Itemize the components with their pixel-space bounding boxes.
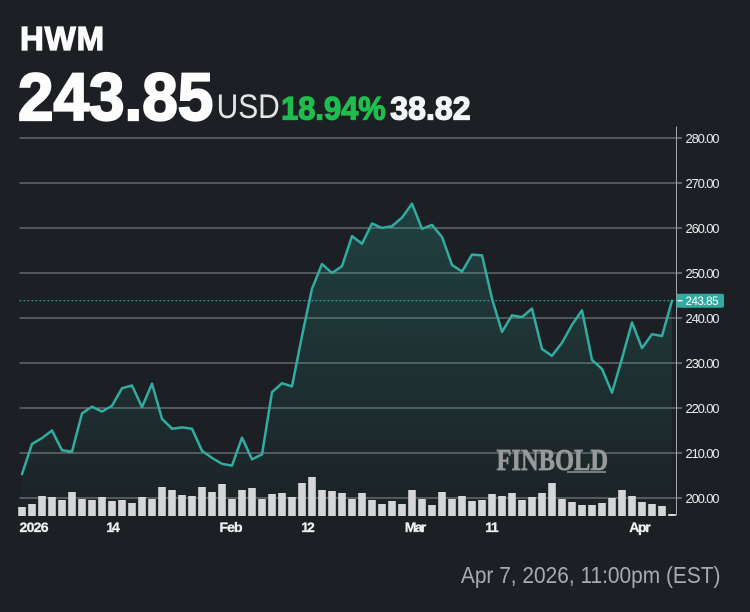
svg-text:2026: 2026 bbox=[20, 519, 49, 535]
svg-text:14: 14 bbox=[106, 519, 120, 535]
svg-text:HWM: HWM bbox=[20, 20, 105, 57]
svg-text:38.82: 38.82 bbox=[390, 90, 470, 126]
svg-text:220.00: 220.00 bbox=[686, 401, 720, 416]
svg-text:250.00: 250.00 bbox=[686, 266, 720, 281]
svg-text:USD: USD bbox=[217, 87, 280, 125]
svg-text:200.00: 200.00 bbox=[686, 491, 720, 506]
svg-text:243.85: 243.85 bbox=[686, 296, 719, 308]
svg-text:240.00: 240.00 bbox=[686, 311, 720, 326]
svg-text:Feb: Feb bbox=[220, 519, 243, 535]
svg-text:Apr 7, 2026, 11:00pm (EST): Apr 7, 2026, 11:00pm (EST) bbox=[461, 562, 721, 588]
svg-text:260.00: 260.00 bbox=[686, 221, 720, 236]
svg-text:12: 12 bbox=[301, 519, 315, 535]
svg-text:270.00: 270.00 bbox=[686, 176, 720, 191]
svg-text:Apr: Apr bbox=[629, 519, 651, 535]
svg-text:18.94%: 18.94% bbox=[281, 90, 386, 127]
svg-text:210.00: 210.00 bbox=[686, 446, 720, 461]
svg-text:243.85: 243.85 bbox=[18, 59, 213, 134]
svg-text:230.00: 230.00 bbox=[686, 356, 720, 371]
svg-text:11: 11 bbox=[485, 519, 499, 535]
svg-text:Mar: Mar bbox=[405, 519, 427, 535]
svg-text:280.00: 280.00 bbox=[686, 131, 720, 146]
